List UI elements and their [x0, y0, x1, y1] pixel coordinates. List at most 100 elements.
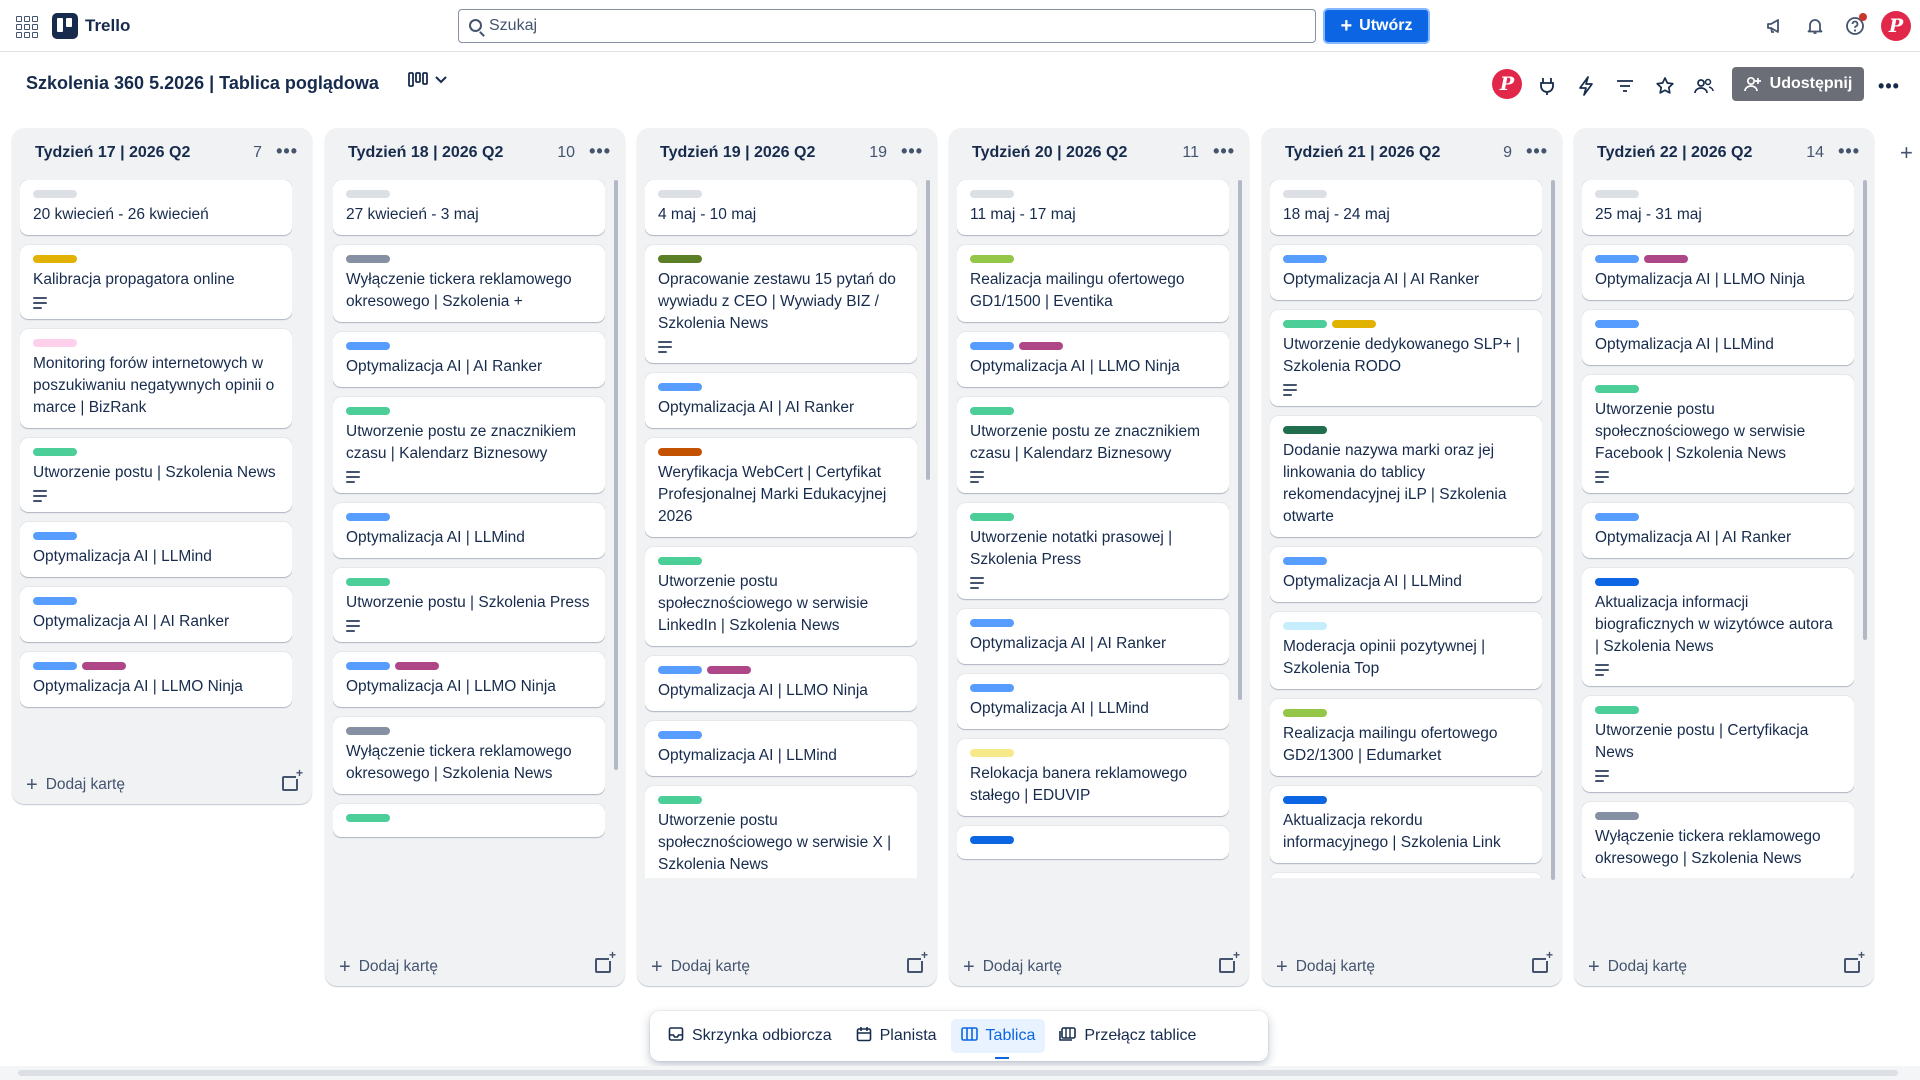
- automation-icon[interactable]: [1573, 73, 1599, 99]
- help-icon[interactable]: [1842, 13, 1868, 38]
- card[interactable]: Optymalizacja AI | AI Ranker: [645, 373, 917, 428]
- card[interactable]: Optymalizacja AI | AI Ranker: [20, 587, 292, 642]
- card-label-magenta[interactable]: [1019, 342, 1063, 350]
- add-card-button[interactable]: + Dodaj kartę: [1588, 957, 1687, 977]
- card[interactable]: Utworzenie postu ze znacznikiem czasu | …: [333, 397, 605, 493]
- card[interactable]: Optymalizacja AI | LLMind: [1582, 310, 1854, 365]
- switcher-switch-boards[interactable]: Przełącz tablice: [1049, 1019, 1206, 1053]
- card[interactable]: Utworzenie postu ze znacznikiem czasu | …: [957, 397, 1229, 493]
- create-from-template-icon[interactable]: [595, 949, 617, 973]
- add-card-button[interactable]: + Dodaj kartę: [26, 775, 125, 795]
- list-scrollbar-thumb[interactable]: [1551, 180, 1555, 880]
- card-label-light-yellow[interactable]: [970, 749, 1014, 757]
- card-label-light-gray[interactable]: [33, 190, 77, 198]
- bell-icon[interactable]: [1802, 14, 1828, 38]
- search-input[interactable]: Szukaj: [458, 9, 1316, 43]
- switcher-inbox[interactable]: Skrzynka odbiorcza: [658, 1019, 842, 1053]
- board-title[interactable]: Szkolenia 360 5.2026 | Tablica poglądowa: [26, 73, 379, 93]
- card-label-blue[interactable]: [970, 684, 1014, 692]
- user-avatar[interactable]: P: [1881, 11, 1911, 41]
- card-label-green[interactable]: [346, 814, 390, 822]
- card[interactable]: Dodanie nazywa marki oraz jej linkowania…: [1270, 416, 1542, 537]
- card[interactable]: Optymalizacja AI | LLMind: [333, 503, 605, 558]
- card[interactable]: Utworzenie postu | Certyfikacja News: [1582, 696, 1854, 792]
- card[interactable]: Optymalizacja AI | AI Ranker: [1270, 245, 1542, 300]
- card-label-orange[interactable]: [658, 448, 702, 456]
- list-scrollbar[interactable]: [613, 180, 619, 870]
- card-label-light-gray[interactable]: [346, 190, 390, 198]
- add-card-button[interactable]: + Dodaj kartę: [339, 957, 438, 977]
- card-label-green[interactable]: [346, 578, 390, 586]
- card-label-green[interactable]: [1595, 385, 1639, 393]
- card-label-lime[interactable]: [970, 255, 1014, 263]
- list-title[interactable]: Tydzień 22 | 2026 Q2: [1597, 144, 1753, 161]
- card-label-blue[interactable]: [970, 619, 1014, 627]
- list-menu-icon[interactable]: •••: [589, 141, 611, 161]
- card-label-green[interactable]: [970, 407, 1014, 415]
- create-button[interactable]: + Utwórz: [1323, 8, 1430, 44]
- card[interactable]: 20 kwiecień - 26 kwiecień: [20, 180, 292, 235]
- list-menu-icon[interactable]: •••: [1838, 141, 1860, 161]
- card-label-blue[interactable]: [1283, 255, 1327, 263]
- card-label-magenta[interactable]: [707, 666, 751, 674]
- board-member-avatar[interactable]: P: [1492, 69, 1522, 99]
- card-label-blue[interactable]: [970, 342, 1014, 350]
- card[interactable]: Optymalizacja AI | LLMind: [645, 721, 917, 776]
- star-icon[interactable]: [1652, 73, 1678, 99]
- card[interactable]: Utworzenie postu | Szkolenia Press: [333, 568, 605, 642]
- card[interactable]: Realizacja mailingu ofertowego GD1/1500 …: [957, 245, 1229, 322]
- card-label-gray[interactable]: [1595, 812, 1639, 820]
- list-scrollbar-thumb[interactable]: [1863, 180, 1867, 640]
- card-label-blue[interactable]: [1283, 557, 1327, 565]
- card-label-light-gray[interactable]: [970, 190, 1014, 198]
- list-scrollbar-thumb[interactable]: [1238, 180, 1242, 700]
- add-card-button[interactable]: + Dodaj kartę: [1276, 957, 1375, 977]
- card-label-magenta[interactable]: [1644, 255, 1688, 263]
- card-label-gray[interactable]: [346, 255, 390, 263]
- card-label-blue[interactable]: [346, 513, 390, 521]
- card-label-blue[interactable]: [346, 342, 390, 350]
- card-label-magenta[interactable]: [82, 662, 126, 670]
- megaphone-icon[interactable]: [1762, 14, 1788, 38]
- board-menu-icon[interactable]: •••: [1878, 75, 1900, 96]
- card[interactable]: Utworzenie postu społecznościowego w ser…: [1582, 375, 1854, 493]
- card[interactable]: Optymalizacja AI | LLMO Ninja: [957, 332, 1229, 387]
- card[interactable]: Weryfikacja WebCert | Certyfikat Profesj…: [645, 438, 917, 537]
- add-card-button[interactable]: + Dodaj kartę: [963, 957, 1062, 977]
- horizontal-scrollbar-thumb[interactable]: [18, 1070, 1898, 1076]
- board-view-switcher[interactable]: [408, 71, 448, 89]
- card[interactable]: [333, 804, 605, 837]
- card-label-pink[interactable]: [33, 339, 77, 347]
- card-label-blue[interactable]: [1595, 320, 1639, 328]
- card[interactable]: Realizacja mailingu ofertowego GD2/1300 …: [1270, 699, 1542, 776]
- switcher-calendar[interactable]: Planista: [846, 1019, 947, 1053]
- card[interactable]: Utworzenie postu | Szkolenia News: [20, 438, 292, 512]
- card-label-green[interactable]: [658, 557, 702, 565]
- switcher-board[interactable]: Tablica: [950, 1019, 1046, 1059]
- card-label-dark-green[interactable]: [1283, 426, 1327, 434]
- card[interactable]: Optymalizacja AI | LLMO Ninja: [20, 652, 292, 707]
- card[interactable]: Utworzenie notatki prasowej | Szkolenia …: [957, 503, 1229, 599]
- list-scrollbar-thumb[interactable]: [926, 180, 930, 480]
- app-switcher-icon[interactable]: [16, 16, 38, 38]
- card[interactable]: 25 maj - 31 maj: [1582, 180, 1854, 235]
- horizontal-scrollbar[interactable]: [0, 1066, 1920, 1080]
- list-title[interactable]: Tydzień 21 | 2026 Q2: [1285, 144, 1441, 161]
- members-icon[interactable]: [1691, 73, 1717, 99]
- create-from-template-icon[interactable]: [907, 949, 929, 973]
- create-from-template-icon[interactable]: [282, 767, 304, 791]
- card[interactable]: Aktualizacja rekordu informacyjnego | Sz…: [1270, 786, 1542, 863]
- card[interactable]: [957, 826, 1229, 859]
- card-label-olive[interactable]: [658, 255, 702, 263]
- power-ups-icon[interactable]: [1534, 73, 1560, 99]
- card[interactable]: Relokacja banera reklamowego stałego | E…: [957, 739, 1229, 816]
- add-list-icon[interactable]: +: [1900, 140, 1913, 165]
- card-label-sky[interactable]: [1283, 622, 1327, 630]
- card[interactable]: Utworzenie dedykowanego SLP+ | Szkolenia…: [1270, 310, 1542, 406]
- card[interactable]: Optymalizacja AI | LLMind: [957, 674, 1229, 729]
- list-scrollbar[interactable]: [1237, 180, 1243, 870]
- card-label-blue[interactable]: [33, 662, 77, 670]
- card[interactable]: Optymalizacja AI | AI Ranker: [1582, 503, 1854, 558]
- card-label-blue[interactable]: [33, 532, 77, 540]
- list-title[interactable]: Tydzień 17 | 2026 Q2: [35, 144, 191, 161]
